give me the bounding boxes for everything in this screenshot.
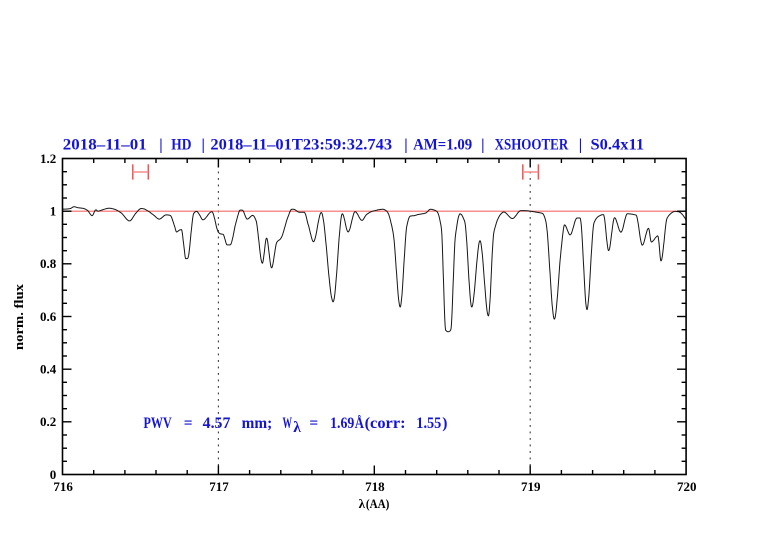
svg-text:HD: HD bbox=[171, 137, 191, 154]
svg-text:mm;: mm; bbox=[242, 415, 273, 432]
svg-text:norm. flux: norm. flux bbox=[11, 283, 26, 350]
svg-text:4.57: 4.57 bbox=[203, 415, 231, 432]
svg-text:1: 1 bbox=[50, 204, 57, 219]
svg-text:=: = bbox=[309, 415, 318, 432]
svg-text:W: W bbox=[283, 415, 293, 432]
svg-text:0.4: 0.4 bbox=[40, 362, 57, 377]
svg-text:0: 0 bbox=[50, 467, 57, 482]
svg-text:1.69: 1.69 bbox=[330, 415, 354, 432]
svg-text:719: 719 bbox=[521, 479, 541, 494]
svg-text:717: 717 bbox=[209, 479, 229, 494]
svg-text:2018–11–01: 2018–11–01 bbox=[63, 137, 147, 154]
svg-text:λ: λ bbox=[293, 419, 301, 436]
svg-text:0.6: 0.6 bbox=[40, 309, 57, 324]
svg-text:(AA): (AA) bbox=[366, 496, 390, 511]
svg-text:0.2: 0.2 bbox=[40, 414, 56, 429]
svg-text:): ) bbox=[442, 415, 447, 432]
svg-text:|: | bbox=[481, 137, 484, 154]
svg-text:0.8: 0.8 bbox=[40, 256, 57, 271]
svg-text:=: = bbox=[184, 415, 193, 432]
svg-text:|: | bbox=[404, 137, 407, 154]
svg-text:Å: Å bbox=[355, 415, 365, 432]
svg-text:1.55: 1.55 bbox=[416, 415, 441, 432]
svg-text:|: | bbox=[202, 137, 205, 154]
svg-text:XSHOOTER: XSHOOTER bbox=[495, 137, 569, 154]
svg-text:(corr:: (corr: bbox=[365, 415, 406, 432]
svg-text:1.2: 1.2 bbox=[40, 151, 56, 166]
svg-text:PWV: PWV bbox=[144, 415, 173, 432]
svg-text:AM=1.09: AM=1.09 bbox=[413, 137, 472, 154]
svg-text:|: | bbox=[159, 137, 162, 154]
svg-text:716: 716 bbox=[53, 479, 73, 494]
svg-text:720: 720 bbox=[677, 479, 697, 494]
svg-text:|: | bbox=[579, 137, 582, 154]
svg-text:718: 718 bbox=[365, 479, 385, 494]
svg-text:2018–11–01T23:59:32.743: 2018–11–01T23:59:32.743 bbox=[210, 137, 392, 154]
svg-text:S0.4x11: S0.4x11 bbox=[591, 137, 645, 154]
svg-text:λ: λ bbox=[359, 496, 366, 511]
